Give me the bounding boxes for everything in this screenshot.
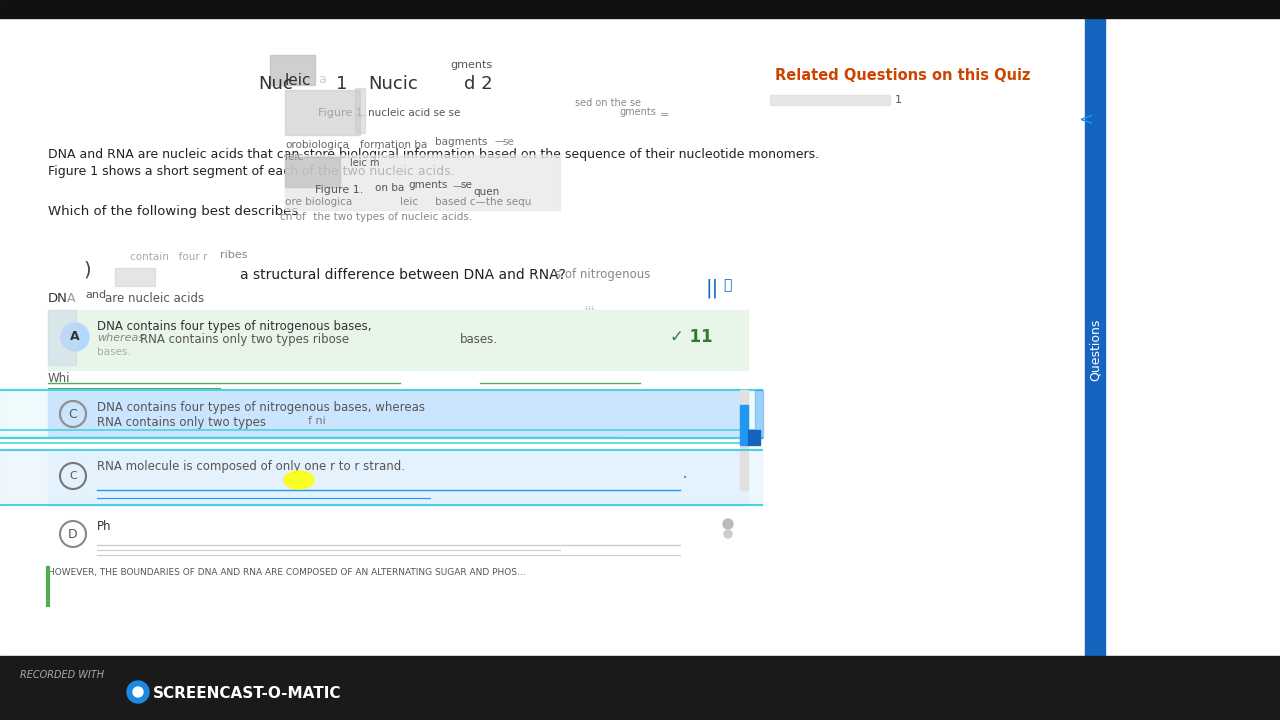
Text: Figure 1.: Figure 1. — [315, 185, 364, 195]
Text: bases.: bases. — [97, 347, 131, 357]
Text: ribes: ribes — [220, 250, 247, 260]
Text: ✓ 11: ✓ 11 — [669, 328, 713, 346]
Text: SCREENCAST-O-MATIC: SCREENCAST-O-MATIC — [154, 686, 342, 701]
Text: A: A — [67, 292, 76, 305]
Text: Related Questions on this Quiz: Related Questions on this Quiz — [774, 68, 1030, 83]
Text: contain   four r: contain four r — [131, 252, 207, 262]
Bar — [115, 268, 155, 286]
Bar — [740, 390, 748, 490]
Circle shape — [723, 519, 733, 529]
Bar — [49, 450, 748, 505]
Text: —: — — [453, 181, 463, 191]
Text: on ba: on ba — [375, 183, 404, 193]
Text: cn of: cn of — [280, 212, 306, 222]
Bar — [0, 656, 1280, 720]
Bar — [771, 95, 890, 105]
Text: gments: gments — [451, 60, 492, 70]
Bar — [49, 310, 748, 370]
Text: f ni: f ni — [308, 416, 325, 426]
Bar — [49, 310, 76, 365]
Circle shape — [133, 687, 143, 697]
Text: sed on the se: sed on the se — [575, 98, 641, 108]
Text: RNA contains only two types: RNA contains only two types — [97, 416, 266, 429]
Text: Questions: Questions — [1088, 319, 1102, 381]
Text: C: C — [69, 408, 77, 420]
Text: d 2: d 2 — [465, 75, 493, 93]
Text: quen: quen — [474, 187, 499, 197]
Bar — [285, 90, 360, 135]
Text: gments: gments — [408, 180, 448, 190]
Text: ore biologica: ore biologica — [285, 197, 352, 207]
Text: are nucleic acids: are nucleic acids — [105, 292, 204, 305]
Bar — [49, 510, 748, 558]
Circle shape — [127, 681, 148, 703]
Text: DN: DN — [49, 292, 68, 305]
Text: D: D — [68, 528, 78, 541]
Bar — [762, 55, 1085, 155]
Text: Figure 1 shows a short segment of each of the two nucleic acids.: Figure 1 shows a short segment of each o… — [49, 165, 454, 178]
Text: whereas: whereas — [97, 333, 145, 343]
Text: ||: || — [705, 278, 718, 297]
Text: s of nitrogenous: s of nitrogenous — [556, 268, 650, 281]
Text: the two types of nucleic acids.: the two types of nucleic acids. — [310, 212, 472, 222]
Text: 1: 1 — [895, 95, 902, 105]
Text: DNA contains four types of nitrogenous bases, whereas: DNA contains four types of nitrogenous b… — [97, 401, 425, 414]
Text: 👤: 👤 — [723, 278, 731, 292]
Text: iii: iii — [585, 306, 594, 316]
Text: Which of the following best describes: Which of the following best describes — [49, 205, 298, 218]
Text: formation ba: formation ba — [360, 140, 428, 150]
Text: leic: leic — [399, 197, 419, 207]
Text: DNA and RNA are nucleic acids that can store biological information based on the: DNA and RNA are nucleic acids that can s… — [49, 148, 819, 161]
Text: A: A — [70, 330, 79, 343]
Bar — [270, 55, 315, 85]
Text: Figure 1.: Figure 1. — [317, 108, 366, 118]
Text: Ph: Ph — [97, 520, 111, 533]
Bar — [355, 88, 365, 133]
Text: based c—the sequ: based c—the sequ — [435, 197, 531, 207]
Text: <: < — [1078, 111, 1093, 129]
Bar — [0, 450, 762, 505]
Bar — [285, 155, 561, 210]
Text: RECORDED WITH: RECORDED WITH — [20, 670, 104, 680]
Text: a structural difference between DNA and RNA?: a structural difference between DNA and … — [241, 268, 566, 282]
Text: C: C — [69, 471, 77, 481]
Bar — [0, 390, 762, 438]
Text: bases.: bases. — [460, 333, 498, 346]
Text: HOWEVER, THE BOUNDARIES OF DNA AND RNA ARE COMPOSED OF AN ALTERNATING SUGAR AND : HOWEVER, THE BOUNDARIES OF DNA AND RNA A… — [49, 568, 526, 577]
Text: leic: leic — [285, 73, 311, 88]
Text: RNA contains only two types ribose: RNA contains only two types ribose — [140, 333, 349, 346]
Text: Whi: Whi — [49, 372, 70, 385]
Text: Nuc: Nuc — [259, 75, 293, 93]
Circle shape — [724, 530, 732, 538]
Bar — [285, 157, 340, 187]
Text: bagments: bagments — [435, 137, 488, 147]
Text: a: a — [317, 73, 325, 86]
Text: —: — — [495, 136, 504, 146]
Text: gments: gments — [620, 107, 657, 117]
Circle shape — [61, 323, 90, 351]
Text: orobiologica: orobiologica — [285, 140, 349, 150]
Text: se: se — [502, 137, 513, 147]
Text: se: se — [460, 180, 472, 190]
Text: ·: · — [682, 469, 689, 487]
Bar — [0, 0, 1280, 18]
Text: ): ) — [83, 260, 91, 279]
Text: and: and — [84, 290, 106, 300]
Bar — [1085, 18, 1105, 656]
Ellipse shape — [284, 471, 314, 489]
Text: RNA molecule is composed of only one r to r strand.: RNA molecule is composed of only one r t… — [97, 460, 404, 473]
Text: h: h — [575, 316, 581, 326]
Bar — [755, 390, 763, 438]
Text: nucleic acid se se: nucleic acid se se — [369, 108, 461, 118]
Bar — [49, 390, 748, 438]
Bar — [0, 18, 762, 158]
Text: Nucic: Nucic — [369, 75, 417, 93]
Bar — [740, 405, 748, 445]
Text: leic: leic — [285, 152, 303, 162]
Text: DNA contains four types of nitrogenous bases,: DNA contains four types of nitrogenous b… — [97, 320, 371, 333]
Bar — [748, 430, 760, 445]
Text: leic m: leic m — [349, 158, 379, 168]
Text: =: = — [660, 110, 669, 120]
Text: 1: 1 — [335, 75, 347, 93]
